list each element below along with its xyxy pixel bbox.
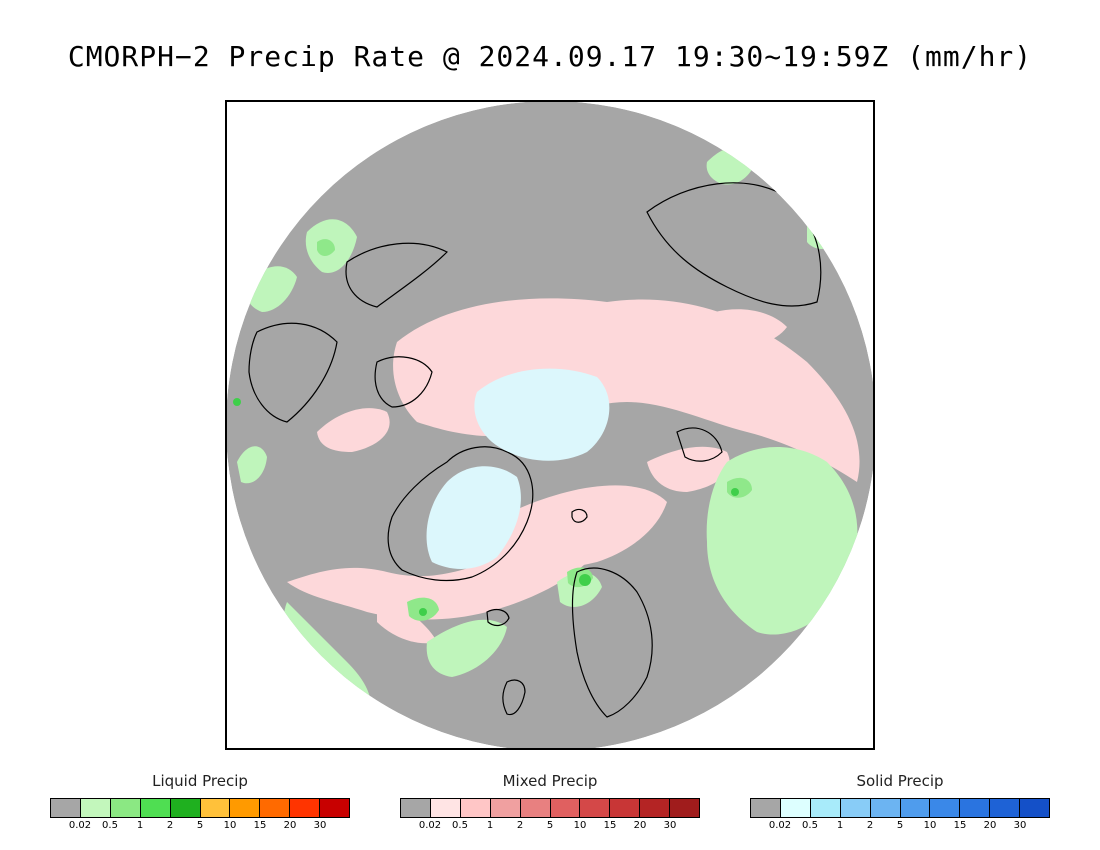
legend-tick-label: 2: [866, 820, 874, 831]
legend-tick-label: 20: [983, 820, 997, 831]
legend-swatch: [1020, 799, 1050, 817]
legend-tick-label: 10: [573, 820, 587, 831]
legend-tick-label: 1: [136, 820, 144, 831]
svalbard-outline: [571, 508, 588, 523]
legend-swatch: [200, 799, 231, 817]
legend-tick-label: 30: [663, 820, 677, 831]
legend-swatch: [401, 799, 431, 817]
hudson-region-outline: [248, 322, 338, 423]
legend-tick-label: 0.5: [802, 820, 818, 831]
legend-swatch: [670, 799, 700, 817]
legend-tick-label: 0.5: [452, 820, 468, 831]
greenland-outline: [387, 446, 534, 582]
legend-swatch: [550, 799, 581, 817]
legend-swatch: [930, 799, 961, 817]
legend-tick-label: 0.5: [102, 820, 118, 831]
legend-title: Solid Precip: [856, 772, 944, 790]
legend-mixed: Mixed Precip 0.02 0.5 1 2 5 10 15 20 30: [400, 770, 700, 832]
legend-tick-label: 10: [923, 820, 937, 831]
legend-swatch: [110, 799, 141, 817]
legend-swatch: [780, 799, 811, 817]
legend-tick-label: 5: [196, 820, 204, 831]
legend-swatch: [460, 799, 491, 817]
solid-precip-regions: [426, 368, 610, 569]
legend-swatch: [140, 799, 171, 817]
legend-ticks: 0.02 0.5 1 2 5 10 15 20 30: [50, 818, 350, 832]
scandinavia-outline: [571, 567, 653, 718]
map-title: CMORPH−2 Precip Rate @ 2024.09.17 19:30~…: [67, 40, 1033, 73]
liquid-precip-heavy: [233, 398, 739, 616]
legend-tick-label: 10: [223, 820, 237, 831]
legend-swatch: [990, 799, 1021, 817]
legend-tick-label: 2: [166, 820, 174, 831]
legend-swatch: [840, 799, 871, 817]
legend-swatch: [260, 799, 291, 817]
legend-swatch: [580, 799, 611, 817]
legend-tick-label: 5: [896, 820, 904, 831]
legend-swatch: [430, 799, 461, 817]
legend-ticks: 0.02 0.5 1 2 5 10 15 20 30: [400, 818, 700, 832]
legend-swatch: [490, 799, 521, 817]
legend-swatch: [320, 799, 350, 817]
legend-swatch: [751, 799, 781, 817]
legend-swatch: [520, 799, 551, 817]
legend-swatch: [290, 799, 321, 817]
legend-ticks: 0.02 0.5 1 2 5 10 15 20 30: [750, 818, 1050, 832]
british-isles-outline: [502, 679, 526, 716]
legend-swatch: [230, 799, 261, 817]
legend-tick-label: 2: [516, 820, 524, 831]
legend-tick-label: 15: [253, 820, 267, 831]
legend-swatch: [610, 799, 641, 817]
legend-swatch: [80, 799, 111, 817]
siberia-east-outline: [646, 182, 822, 307]
legend-swatch: [51, 799, 81, 817]
legend-swatch: [640, 799, 671, 817]
iceland-outline: [486, 608, 510, 627]
map-disk: [227, 102, 873, 748]
legend-tick-label: 20: [283, 820, 297, 831]
legend-swatch: [870, 799, 901, 817]
legend-swatch: [900, 799, 931, 817]
legend-tick-label: 0.02: [768, 820, 792, 831]
legend-swatches: [50, 798, 350, 818]
legend-swatches: [750, 798, 1050, 818]
legend-tick-label: 1: [836, 820, 844, 831]
legend-title: Mixed Precip: [502, 772, 598, 790]
legend-solid: Solid Precip 0.02 0.5 1 2 5 10 15 20 30: [750, 770, 1050, 832]
legend-swatch: [810, 799, 841, 817]
legend-tick-label: 5: [546, 820, 554, 831]
mixed-precip-regions: [287, 298, 860, 644]
polar-precip-map: [227, 102, 873, 748]
legend-tick-label: 20: [633, 820, 647, 831]
legend-tick-label: 30: [313, 820, 327, 831]
map-frame: [225, 100, 875, 750]
legend-tick-label: 1: [486, 820, 494, 831]
coastlines: [248, 182, 822, 718]
legend-tick-label: 30: [1013, 820, 1027, 831]
legend-liquid: Liquid Precip 0.02 0.5 1 2 5 10 15 20 30: [50, 770, 350, 832]
alaska-outline: [345, 242, 449, 308]
legend-swatch: [170, 799, 201, 817]
legend-title: Liquid Precip: [152, 772, 248, 790]
legend-tick-label: 15: [953, 820, 967, 831]
legend-swatch: [960, 799, 991, 817]
legend-swatches: [400, 798, 700, 818]
legend-tick-label: 0.02: [418, 820, 442, 831]
canadian-archipelago-outline: [374, 356, 433, 408]
taymyr-outline: [676, 427, 723, 462]
legend-tick-label: 15: [603, 820, 617, 831]
legend-tick-label: 0.02: [68, 820, 92, 831]
